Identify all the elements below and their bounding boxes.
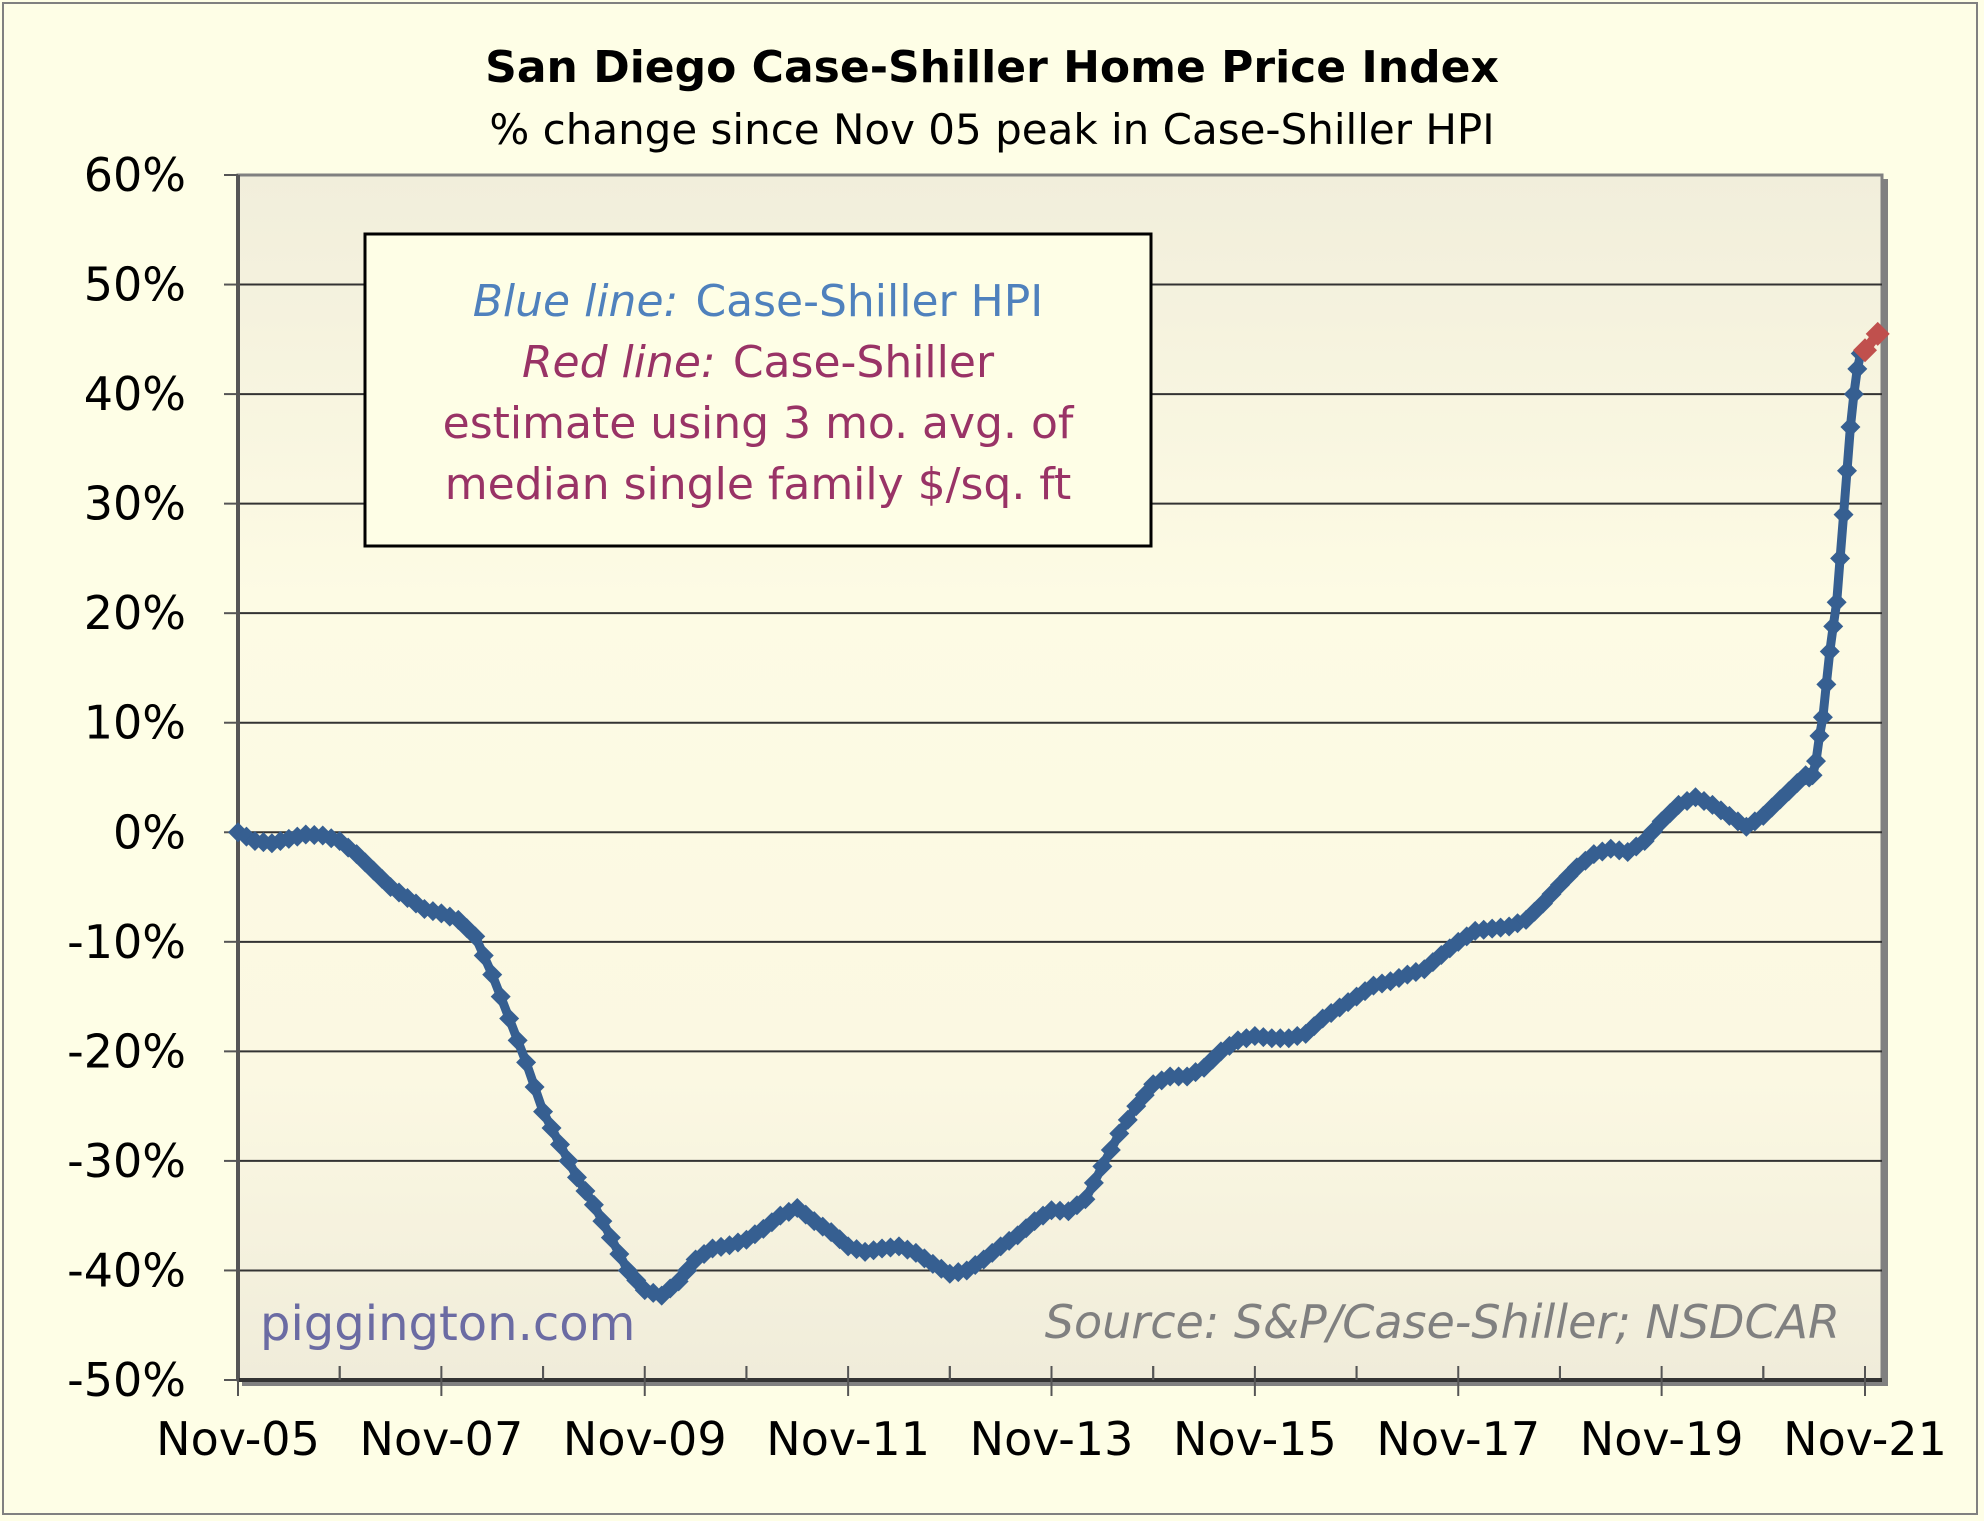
y-tick-label: -40% — [67, 1243, 186, 1297]
data-point-blue — [600, 1227, 621, 1248]
y-tick-label: 30% — [84, 477, 186, 531]
data-point-blue — [533, 1101, 554, 1122]
series-estimate — [1853, 321, 1890, 363]
data-point-blue — [1075, 1189, 1096, 1210]
legend-red-text-1: Case-Shiller — [733, 337, 995, 388]
y-tick-label: -20% — [67, 1024, 186, 1078]
data-point-blue — [1826, 592, 1847, 613]
data-point-blue — [1830, 548, 1851, 569]
y-tick-label: -50% — [67, 1353, 186, 1407]
legend-red-text-2: estimate using 3 mo. avg. of — [443, 398, 1075, 449]
y-tick-label: 0% — [113, 805, 186, 859]
data-point-blue — [1100, 1139, 1121, 1160]
legend-box — [363, 232, 1153, 548]
data-point-blue — [482, 964, 503, 985]
data-point-blue — [516, 1052, 537, 1073]
data-point-blue — [1092, 1156, 1113, 1177]
data-point-blue — [558, 1150, 579, 1171]
x-tick-label: Nov-13 — [970, 1412, 1134, 1466]
data-point-blue — [499, 1008, 520, 1029]
legend-red-text-3: median single family $/sq. ft — [445, 459, 1072, 510]
data-point-blue — [1840, 416, 1861, 437]
x-tick-label: Nov-05 — [156, 1412, 320, 1466]
x-axis: Nov-05 Nov-07 Nov-09 Nov-11 Nov-13 Nov-15 Nov-… — [156, 1366, 1947, 1466]
data-point-blue — [490, 986, 511, 1007]
legend: Blue line: Case-Shiller HPI Red line: Ca… — [363, 232, 1153, 548]
data-point-blue — [236, 826, 257, 847]
x-tick-label: Nov-21 — [1783, 1412, 1947, 1466]
data-point-blue — [592, 1211, 613, 1232]
watermark: piggington.com — [260, 1296, 635, 1352]
y-tick-label: 20% — [84, 586, 186, 640]
x-tick-label: Nov-09 — [563, 1412, 727, 1466]
data-point-blue — [566, 1167, 587, 1188]
data-point-blue — [541, 1118, 562, 1139]
data-point-blue — [550, 1134, 571, 1155]
y-tick-label: 50% — [84, 258, 186, 312]
chart-subtitle: % change since Nov 05 peak in Case-Shill… — [489, 105, 1494, 154]
data-point-blue — [1812, 707, 1833, 728]
data-point-blue — [1847, 358, 1868, 379]
y-tick-label: 10% — [84, 696, 186, 750]
legend-red-label: Red line: — [522, 337, 716, 388]
data-point-blue — [1836, 460, 1857, 481]
y-tick-label: -30% — [67, 1134, 186, 1188]
data-point-blue — [583, 1194, 604, 1215]
data-point-blue — [1802, 765, 1823, 786]
y-tick-label: 60% — [84, 148, 186, 202]
data-point-blue — [1809, 725, 1830, 746]
data-point-blue — [473, 945, 494, 966]
data-point-blue — [609, 1244, 630, 1265]
data-point-blue — [507, 1030, 528, 1051]
data-point-blue — [1295, 1023, 1316, 1044]
data-point-red — [1865, 321, 1890, 346]
data-point-blue — [1823, 616, 1844, 637]
legend-blue-text: Case-Shiller HPI — [695, 276, 1043, 327]
data-point-blue — [1819, 641, 1840, 662]
data-point-blue — [1806, 751, 1827, 772]
x-tick-label: Nov-15 — [1173, 1412, 1337, 1466]
x-tick-label: Nov-07 — [360, 1412, 524, 1466]
data-point-blue — [1083, 1172, 1104, 1193]
data-point-blue — [575, 1181, 596, 1202]
data-point-blue — [1816, 674, 1837, 695]
data-point-blue — [1109, 1123, 1130, 1144]
data-point-blue — [1833, 504, 1854, 525]
data-point-red — [1853, 338, 1877, 363]
data-point-blue — [465, 926, 486, 947]
series-case-shiller-hpi — [228, 343, 1871, 1306]
legend-blue-label: Blue line: — [473, 276, 679, 327]
data-point-blue — [1304, 1016, 1325, 1037]
y-axis: 60% 50% 40% 30% 20% 10% 0% -10% -20% -30% -40% -50% — [67, 148, 240, 1407]
source-note: Source: S&P/Case-Shiller; NSDCAR — [1045, 1295, 1840, 1349]
y-tick-label: -10% — [67, 915, 186, 969]
data-point-blue — [524, 1076, 545, 1097]
x-tick-label: Nov-19 — [1580, 1412, 1744, 1466]
legend-blue-line: Blue line: Case-Shiller HPI — [473, 276, 1043, 327]
x-tick-label: Nov-11 — [766, 1412, 930, 1466]
data-point-blue — [1843, 384, 1864, 405]
legend-red-line: Red line: Case-Shiller — [522, 337, 995, 388]
data-point-blue — [1117, 1109, 1138, 1130]
y-tick-label: 40% — [84, 367, 186, 421]
x-tick-label: Nov-17 — [1376, 1412, 1540, 1466]
chart-title: San Diego Case-Shiller Home Price Index — [485, 42, 1499, 93]
